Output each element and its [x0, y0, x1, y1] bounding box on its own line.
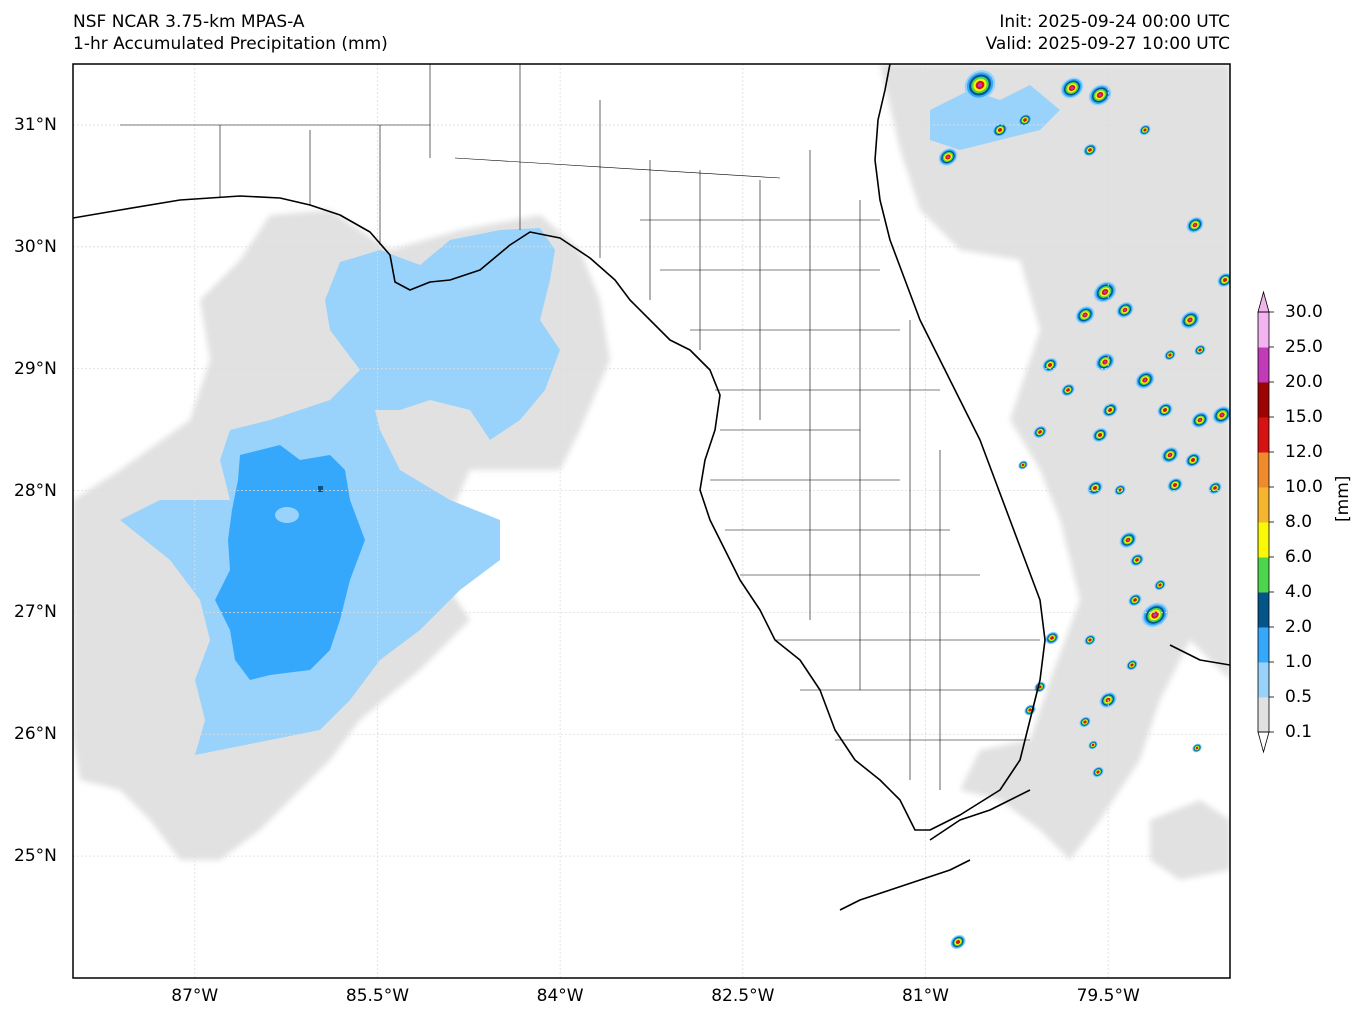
convective-cell	[1180, 311, 1200, 329]
colorbar-level-label: 0.1	[1285, 722, 1313, 742]
lat-tick-label: 25°N	[14, 846, 57, 867]
colorbar-level-label: 8.0	[1285, 512, 1313, 532]
convective-cell	[1217, 273, 1230, 287]
colorbar-swatch	[1258, 312, 1269, 348]
colorbar-swatch	[1258, 662, 1269, 698]
colorbar-swatch	[1258, 417, 1269, 453]
convective-cell	[1092, 428, 1108, 442]
colorbar-level-label: 0.5	[1285, 687, 1313, 707]
convective-cell	[1018, 113, 1032, 127]
colorbar-swatch	[1258, 487, 1269, 523]
colorbar-swatch	[1258, 627, 1269, 663]
convective-cell	[1093, 281, 1117, 303]
colorbar-extend-bottom	[1257, 731, 1270, 754]
lon-tick-label: 81°W	[902, 986, 949, 1006]
colorbar-swatch	[1258, 522, 1269, 558]
colorbar-swatch	[1258, 452, 1269, 488]
colorbar-extend-top	[1257, 290, 1270, 313]
convective-cell	[1087, 481, 1103, 495]
convective-cell	[1194, 344, 1206, 356]
title-block: NSF NCAR 3.75-km MPAS-A 1-hr Accumulated…	[73, 11, 388, 55]
convective-cell	[1116, 302, 1134, 318]
convective-cell	[1128, 593, 1142, 607]
convective-cell	[1119, 532, 1137, 548]
colorbar-swatch	[1258, 347, 1269, 383]
colorbar-level-label: 20.0	[1285, 372, 1323, 392]
model-title: NSF NCAR 3.75-km MPAS-A	[73, 12, 305, 32]
valid-time: Valid: 2025-09-27 10:00 UTC	[985, 34, 1230, 54]
convective-cell	[992, 123, 1008, 137]
precip-mid-blue-areas	[215, 445, 365, 680]
convective-cell	[938, 148, 958, 166]
colorbar-level-label: 2.0	[1285, 617, 1313, 637]
county-lines	[120, 64, 1040, 790]
convective-cell	[1212, 406, 1230, 424]
lat-tick-label: 30°N	[14, 236, 57, 257]
convective-cell	[1191, 412, 1209, 428]
lon-tick-label: 79.5°W	[1076, 986, 1140, 1006]
convective-cell	[1088, 740, 1098, 750]
time-block: Init: 2025-09-24 00:00 UTC Valid: 2025-0…	[986, 11, 1230, 55]
convective-cell	[1164, 349, 1176, 361]
colorbar-level-label: 1.0	[1285, 652, 1313, 672]
field-title: 1-hr Accumulated Precipitation (mm)	[73, 34, 388, 54]
convective-cell	[1114, 484, 1126, 496]
convective-cell	[1154, 579, 1166, 591]
lon-tick-label: 82.5°W	[711, 986, 775, 1006]
colorbar-unit: [mm]	[1333, 475, 1353, 522]
convective-cell	[1102, 403, 1118, 417]
precip-dark-spot	[318, 486, 323, 492]
convective-cell	[1018, 460, 1028, 470]
coastline	[73, 64, 1230, 911]
convective-cell	[1060, 77, 1084, 99]
convective-cell	[1161, 447, 1179, 463]
precip-hole	[275, 507, 299, 523]
colorbar-swatch	[1258, 697, 1269, 733]
convective-cell	[1135, 371, 1155, 389]
convective-cell	[1061, 383, 1075, 397]
colorbar-level-label: 10.0	[1285, 477, 1323, 497]
lat-tick-label: 31°N	[14, 114, 57, 135]
colorbar-level-label: 15.0	[1285, 407, 1323, 427]
convective-cell	[1126, 659, 1138, 671]
lat-tick-label: 29°N	[14, 358, 57, 379]
lat-tick-label: 26°N	[14, 724, 57, 745]
convective-cell	[1167, 478, 1183, 492]
convective-cell	[1139, 124, 1151, 136]
lat-tick-label: 27°N	[14, 602, 57, 623]
convective-cell	[1192, 743, 1202, 753]
convective-cell	[964, 70, 996, 100]
map-frame	[72, 63, 1231, 979]
convective-cells	[938, 70, 1230, 949]
colorbar	[1257, 290, 1274, 754]
convective-cell	[1141, 602, 1169, 628]
lon-tick-label: 85.5°W	[345, 986, 410, 1006]
lon-tick-label: 84°W	[536, 986, 584, 1006]
convective-cell	[1033, 425, 1047, 439]
convective-cell	[1083, 143, 1097, 157]
convective-cell	[1045, 631, 1059, 645]
colorbar-level-label: 4.0	[1285, 582, 1313, 602]
lon-tick-label: 87°W	[171, 986, 219, 1006]
convective-cell	[1185, 453, 1201, 467]
colorbar-level-label: 30.0	[1285, 302, 1323, 322]
colorbar-swatch	[1258, 382, 1269, 418]
colorbar-swatch	[1258, 557, 1269, 593]
convective-cell	[1157, 403, 1173, 417]
convective-cell	[1088, 84, 1112, 106]
convective-cell	[1186, 217, 1204, 233]
convective-cell	[1075, 306, 1095, 324]
convective-cell	[1130, 553, 1144, 567]
colorbar-level-label: 25.0	[1285, 337, 1323, 357]
convective-cell	[1092, 766, 1104, 778]
lat-tick-label: 28°N	[14, 480, 57, 501]
convective-cell	[1084, 634, 1096, 646]
convective-cell	[1079, 716, 1091, 728]
init-time: Init: 2025-09-24 00:00 UTC	[999, 12, 1230, 32]
colorbar-level-label: 12.0	[1285, 442, 1323, 462]
colorbar-level-label: 6.0	[1285, 547, 1313, 567]
colorbar-swatch	[1258, 592, 1269, 628]
convective-cell	[950, 935, 966, 949]
